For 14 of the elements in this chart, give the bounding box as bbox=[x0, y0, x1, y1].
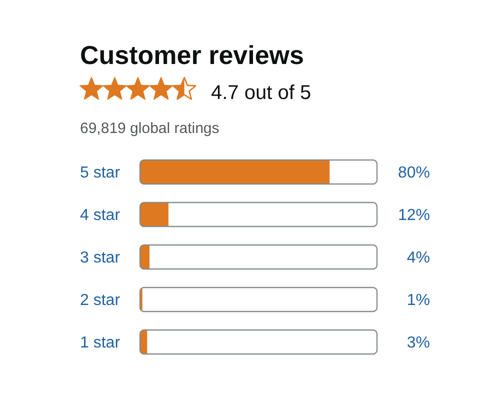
data-label: 1% bbox=[406, 292, 430, 310]
data-label: 4% bbox=[406, 250, 430, 267]
data-label: 12% bbox=[398, 207, 430, 224]
chart-title: Customer reviews bbox=[80, 40, 304, 70]
y-tick-label: 1 star bbox=[80, 334, 121, 352]
data-label: 80% bbox=[398, 164, 430, 182]
chart-subtitle: 4.7 out of 5 bbox=[211, 82, 312, 104]
y-tick-label: 5 star bbox=[80, 164, 121, 182]
y-tick-label: 3 star bbox=[80, 250, 121, 267]
bar bbox=[140, 202, 168, 226]
data-label: 3% bbox=[406, 334, 430, 352]
y-tick-label: 4 star bbox=[80, 207, 121, 224]
y-tick-label: 2 star bbox=[80, 292, 121, 310]
text: 69,819 global ratings bbox=[80, 120, 220, 137]
